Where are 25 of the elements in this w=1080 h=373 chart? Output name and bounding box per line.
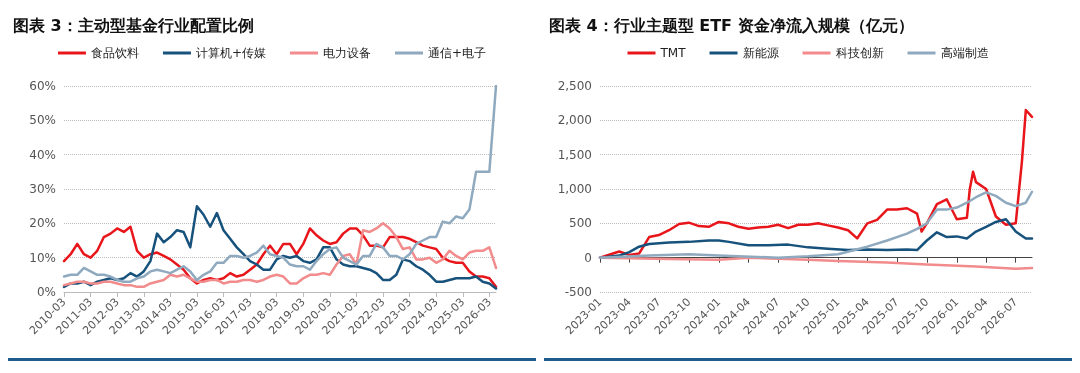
y-tick-label: -500 [564, 285, 592, 299]
legend-label: 通信+电子 [428, 46, 487, 60]
chart-title: 图表 4：行业主题型 ETF 资金净流入规模（亿元） [549, 15, 914, 35]
y-tick-label: 500 [569, 216, 592, 231]
y-tick-label: 10% [29, 250, 56, 265]
y-tick-label: 30% [29, 182, 56, 196]
legend-label: 计算机+传媒 [195, 46, 267, 60]
y-tick-label: 2,500 [557, 79, 592, 93]
y-tick-label: 2,000 [557, 113, 592, 128]
legend-label: 食品饮料 [90, 46, 139, 60]
chart-title: 图表 3：主动型基金行业配置比例 [13, 15, 254, 35]
y-tick-label: 0 [584, 250, 592, 265]
legend-label: 电力设备 [323, 46, 371, 60]
legend-label: 科技创新 [835, 46, 884, 60]
y-tick-label: 0% [36, 285, 56, 299]
legend-label: 高端制造 [940, 46, 989, 60]
line-series [62, 84, 498, 283]
legend-label: TMT [659, 46, 687, 60]
legend-label: 新能源 [742, 46, 779, 60]
y-tick-label: 1,000 [557, 182, 592, 196]
y-tick-label: 50% [29, 113, 56, 128]
y-tick-label: 60% [29, 79, 56, 93]
y-tick-label: 1,500 [557, 147, 592, 162]
y-tick-label: 20% [29, 216, 56, 231]
y-tick-label: 40% [29, 147, 56, 162]
